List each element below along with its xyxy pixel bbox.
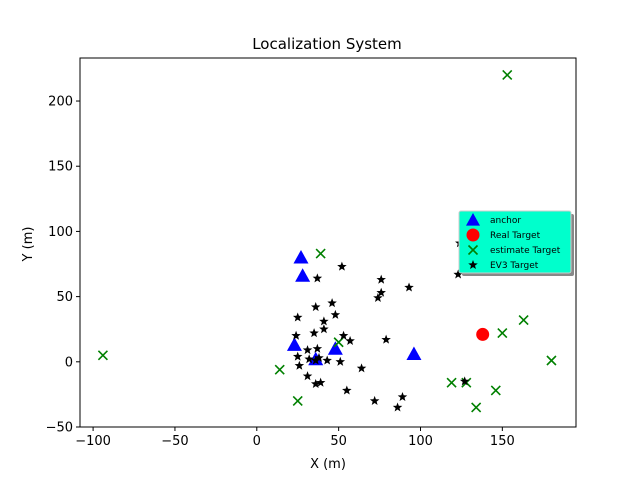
point-ev3-target: [319, 316, 329, 326]
series-real-target: [476, 327, 490, 341]
x-tick-label: −50: [161, 434, 188, 449]
y-tick-label: 150: [48, 160, 73, 175]
point-ev3-target: [310, 378, 321, 389]
legend-label-real-target: Real Target: [490, 231, 541, 241]
point-ev3-target: [404, 282, 414, 292]
point-ev3-target: [342, 385, 352, 395]
point-ev3-target: [376, 274, 386, 284]
x-tick-label: 0: [253, 434, 261, 449]
point-ev3-target: [319, 324, 329, 334]
point-ev3-target: [310, 302, 321, 312]
point-estimate-target: [518, 315, 529, 326]
point-ev3-target: [312, 343, 323, 353]
x-tick-label: 150: [490, 434, 515, 449]
point-ev3-target: [330, 309, 341, 319]
point-ev3-target: [335, 356, 346, 366]
point-anchor: [406, 346, 422, 360]
point-anchor: [327, 341, 343, 355]
point-ev3-target: [345, 335, 355, 345]
point-ev3-target: [294, 360, 305, 370]
point-real-target: [476, 327, 490, 341]
point-ev3-target: [292, 351, 303, 361]
point-ev3-target: [392, 402, 403, 412]
legend-marker-estimate-target: [467, 244, 479, 256]
point-ev3-target: [302, 371, 313, 381]
y-tick-label: 200: [48, 95, 73, 110]
plot-frame: [79, 57, 577, 428]
legend-label-anchor: anchor: [490, 216, 521, 226]
y-tick-label: 50: [56, 290, 73, 305]
point-estimate-target: [497, 328, 508, 339]
x-tick-label: 50: [330, 434, 347, 449]
point-ev3-target: [337, 261, 347, 271]
point-anchor: [295, 268, 311, 282]
point-ev3-target: [327, 298, 337, 308]
point-ev3-target: [376, 287, 386, 297]
point-estimate-target: [546, 355, 557, 366]
point-estimate-target: [274, 364, 285, 375]
point-ev3-target: [459, 376, 470, 386]
y-axis: −50 0 50 100 150 200: [46, 95, 80, 436]
point-ev3-target: [369, 395, 380, 405]
x-tick-label: −100: [75, 434, 111, 449]
data-markers: [97, 69, 557, 413]
y-tick-label: 100: [48, 225, 73, 240]
point-anchor: [293, 249, 309, 264]
x-axis-title: X (m): [310, 457, 346, 472]
point-ev3-target: [314, 352, 324, 362]
legend-marker-real-target: [466, 228, 480, 242]
point-ev3-target: [373, 292, 383, 302]
point-ev3-target: [302, 345, 313, 355]
point-estimate-target: [490, 385, 501, 396]
point-ev3-target: [397, 392, 408, 402]
point-ev3-target: [381, 334, 391, 344]
series-ev3-target: [291, 238, 470, 412]
x-tick-label: 100: [408, 434, 433, 449]
point-ev3-target: [292, 312, 303, 322]
point-estimate-target: [502, 69, 513, 81]
point-estimate-target: [315, 248, 326, 259]
point-estimate-target: [446, 377, 457, 388]
legend-marker-anchor: [466, 213, 480, 226]
point-ev3-target: [310, 355, 321, 365]
point-estimate-target: [333, 337, 344, 348]
y-tick-label: −50: [46, 421, 73, 436]
point-anchor: [286, 337, 302, 351]
point-ev3-target: [356, 363, 367, 373]
x-axis: −100 −50 0 50 100 150: [75, 427, 515, 449]
legend-label-estimate-target: estimate Target: [490, 246, 561, 256]
legend: anchor Real Target estimate Target EV3 Targ…: [458, 210, 574, 276]
point-estimate-target: [471, 402, 482, 413]
point-ev3-target: [453, 269, 463, 279]
series-estimate-target: [97, 69, 557, 413]
legend-label-ev3-target: EV3 Target: [490, 261, 539, 271]
y-axis-title: Y (m): [21, 227, 36, 263]
y-tick-label: 0: [65, 355, 73, 370]
point-ev3-target: [315, 377, 326, 387]
point-ev3-target: [309, 328, 319, 338]
chart-title: Localization System: [252, 35, 402, 53]
point-estimate-target: [292, 395, 303, 406]
point-ev3-target: [338, 330, 349, 340]
point-estimate-target: [97, 350, 108, 361]
point-ev3-target: [322, 355, 332, 365]
legend-marker-ev3-target: [468, 260, 478, 270]
point-ev3-target: [312, 273, 323, 283]
point-ev3-target: [304, 354, 314, 364]
legend-box: [458, 210, 572, 274]
point-ev3-target: [291, 330, 301, 340]
